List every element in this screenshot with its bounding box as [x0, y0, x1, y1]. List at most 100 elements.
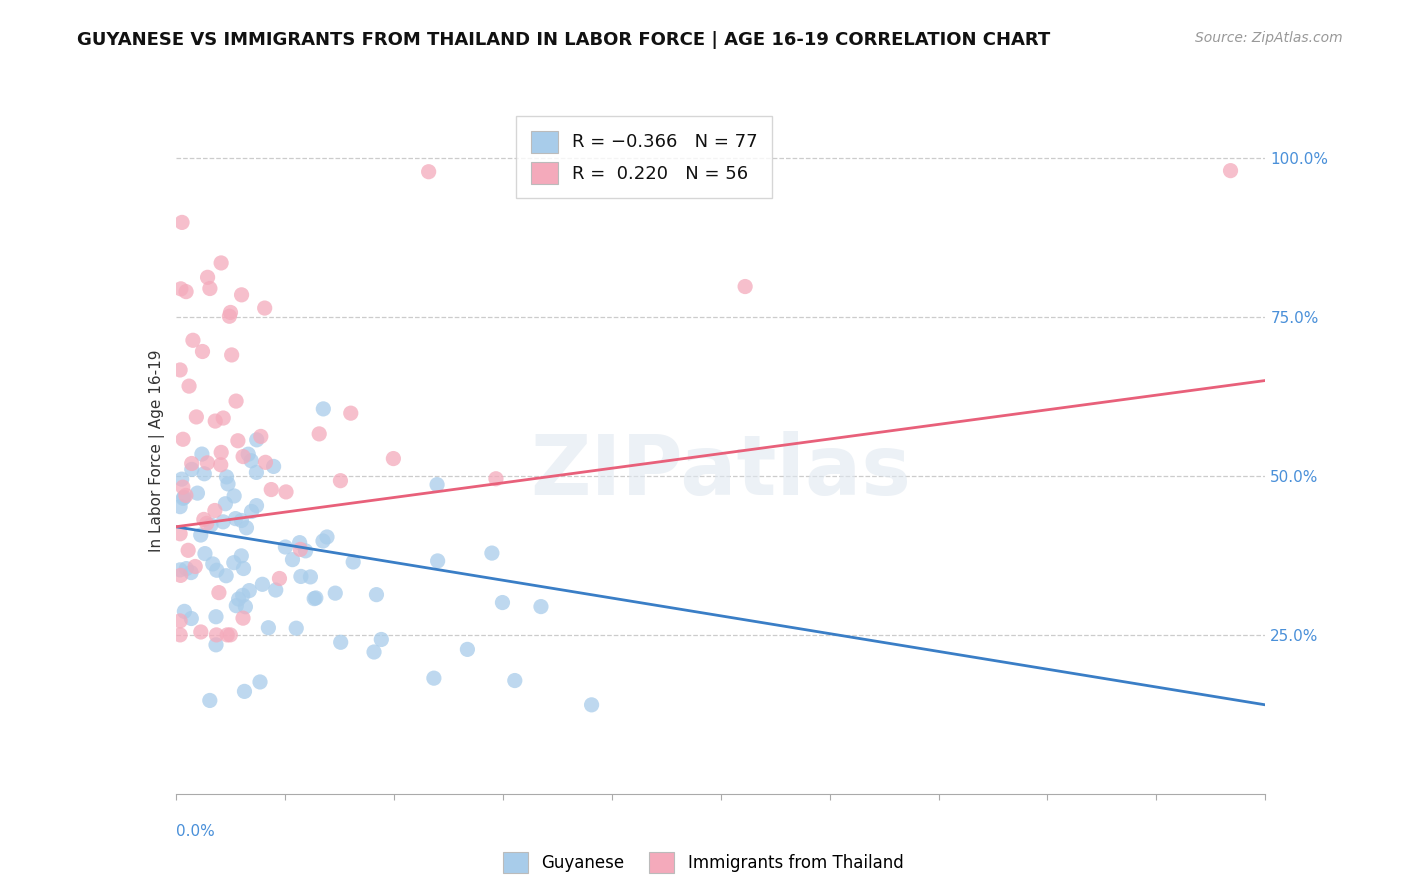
Point [209, 256, 232, 270]
Point [316, 530, 339, 544]
Point [198, 281, 221, 295]
Point [172, 480, 194, 494]
Point [312, 534, 335, 549]
Point [225, 599, 247, 613]
Point [225, 511, 247, 525]
Point [200, 518, 222, 533]
Point [269, 572, 291, 586]
Point [308, 426, 330, 441]
Point [288, 535, 311, 549]
Point [169, 500, 191, 514]
Point [193, 467, 215, 481]
Point [249, 675, 271, 690]
Point [339, 406, 361, 420]
Point [231, 288, 253, 302]
Point [366, 588, 388, 602]
Point [186, 409, 208, 424]
Point [290, 542, 312, 557]
Point [245, 499, 267, 513]
Point [363, 645, 385, 659]
Point [169, 363, 191, 377]
Point [222, 556, 245, 570]
Point [329, 474, 352, 488]
Y-axis label: In Labor Force | Age 16-19: In Labor Force | Age 16-19 [149, 349, 165, 552]
Point [290, 569, 312, 583]
Point [370, 632, 392, 647]
Point [204, 503, 226, 517]
Point [191, 344, 214, 359]
Point [252, 577, 274, 591]
Point [219, 305, 242, 319]
Point [312, 401, 335, 416]
Point [215, 568, 238, 582]
Point [238, 583, 260, 598]
Point [180, 611, 202, 625]
Point [205, 563, 228, 577]
Point [190, 528, 212, 542]
Point [177, 379, 200, 393]
Point [285, 621, 308, 635]
Point [245, 466, 267, 480]
Point [263, 459, 285, 474]
Point [217, 628, 239, 642]
Point [197, 456, 219, 470]
Point [485, 472, 508, 486]
Point [232, 611, 254, 625]
Point [201, 557, 224, 571]
Point [274, 540, 297, 554]
Point [212, 411, 235, 425]
Legend: R = −0.366   N = 77, R =  0.220   N = 56: R = −0.366 N = 77, R = 0.220 N = 56 [516, 116, 772, 198]
Point [581, 698, 603, 712]
Point [184, 559, 207, 574]
Point [180, 566, 202, 580]
Point [418, 165, 440, 179]
Point [233, 684, 256, 698]
Point [212, 515, 235, 529]
Point [426, 554, 449, 568]
Point [208, 585, 231, 599]
Point [382, 451, 405, 466]
Point [260, 483, 283, 497]
Point [195, 516, 218, 531]
Point [323, 586, 346, 600]
Point [209, 445, 232, 459]
Point [180, 457, 202, 471]
Point [180, 462, 202, 476]
Point [197, 270, 219, 285]
Point [190, 624, 212, 639]
Point [305, 591, 328, 605]
Point [240, 504, 263, 518]
Point [225, 394, 247, 409]
Point [170, 282, 193, 296]
Point [217, 477, 239, 491]
Point [205, 609, 228, 624]
Point [214, 497, 236, 511]
Point [177, 543, 200, 558]
Point [174, 488, 197, 502]
Point [170, 472, 193, 486]
Point [205, 628, 228, 642]
Point [204, 414, 226, 428]
Point [169, 526, 191, 541]
Point [294, 544, 316, 558]
Point [426, 477, 449, 491]
Text: ZIPatlas: ZIPatlas [530, 431, 911, 512]
Point [176, 561, 198, 575]
Point [734, 279, 756, 293]
Legend: Guyanese, Immigrants from Thailand: Guyanese, Immigrants from Thailand [496, 846, 910, 880]
Point [172, 491, 194, 506]
Point [172, 432, 194, 446]
Point [221, 348, 243, 362]
Point [238, 447, 260, 461]
Point [329, 635, 352, 649]
Point [194, 547, 217, 561]
Point [174, 285, 197, 299]
Text: 0.0%: 0.0% [176, 824, 215, 839]
Point [169, 628, 191, 642]
Point [219, 628, 242, 642]
Point [281, 552, 304, 566]
Point [491, 595, 513, 609]
Point [232, 588, 254, 602]
Point [228, 592, 250, 607]
Point [246, 433, 269, 447]
